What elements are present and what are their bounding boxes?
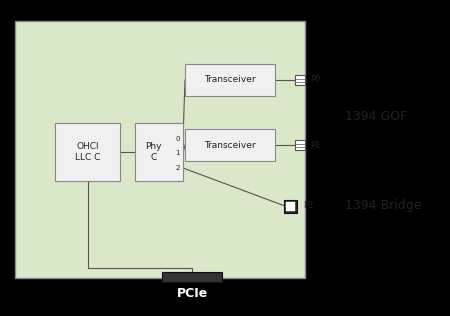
Text: P0: P0 [310,76,320,84]
Text: 0: 0 [176,136,180,142]
Bar [295,75,305,85]
Text: OHCI
LLC C: OHCI LLC C [75,142,100,162]
Text: PCIe: PCIe [176,287,207,300]
Bar [185,64,275,96]
Text: 2: 2 [176,165,180,171]
Bar [284,199,297,212]
Text: Transceiver: Transceiver [204,141,256,149]
Text: P1: P1 [310,141,320,149]
Bar [162,272,222,282]
Text: P2: P2 [303,202,313,210]
Text: Transceiver: Transceiver [204,76,256,84]
Text: 1394 Bridge: 1394 Bridge [345,199,422,212]
Bar [286,202,295,210]
Text: 1: 1 [176,150,180,156]
Bar [135,123,183,181]
Bar [295,140,305,150]
Text: 1394 GOF: 1394 GOF [345,110,407,123]
Bar [55,123,120,181]
Bar [185,129,275,161]
Bar [15,21,305,278]
Text: Phy
C: Phy C [145,142,162,162]
